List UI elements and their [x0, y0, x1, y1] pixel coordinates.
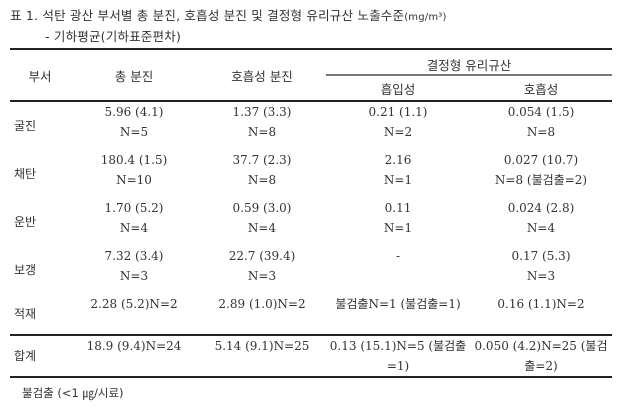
header-row-2: 흡입성 호흡성	[10, 75, 613, 102]
respirable-dust-cell: 22.7 (39.4) N=3	[228, 249, 296, 283]
respirable-dust-cell: 2.89 (1.0)N=2	[198, 294, 326, 336]
total-dust-cell: 18.9 (9.4)N=24	[70, 335, 198, 378]
header-silica-inhalable: 흡입성	[326, 75, 470, 102]
caption-title: 표 1. 석탄 광산 부서별 총 분진, 호흡성 분진 및 결정형 유리규산 노…	[10, 8, 447, 23]
respirable-dust-cell: 5.14 (9.1)N=25	[198, 335, 326, 378]
header-respirable-dust: 호흡성 분진	[198, 48, 326, 102]
silica-respirable-cell: 0.027 (10.7) N=8 (불검출=2)	[494, 153, 588, 187]
silica-inhalable-cell: 2.16 N=1	[383, 153, 413, 187]
total-dust-cell: 180.4 (1.5) N=10	[100, 153, 168, 187]
dept-cell-total: 합계	[10, 335, 70, 378]
total-dust-cell: 5.96 (4.1) N=5	[104, 105, 164, 139]
caption-subtitle: - 기하평균(기하표준편차)	[45, 29, 182, 44]
table-row: 보갱 7.32 (3.4) N=3 22.7 (39.4) N=3 - 0.17 (…	[10, 246, 612, 294]
header-silica-respirable: 호흡성	[470, 75, 613, 102]
silica-respirable-cell: 0.17 (5.3) N=3	[511, 249, 571, 283]
table-row: 적재 2.28 (5.2)N=2 2.89 (1.0)N=2 불검출N=1 (불…	[10, 294, 613, 336]
silica-inhalable-cell: -	[395, 249, 401, 263]
table-row: 운반 1.70 (5.2) N=4 0.59 (3.0) N=4 0.11 N=1 0…	[10, 198, 612, 246]
header-row-1: 부서 총 분진 호흡성 분진 결정형 유리규산	[10, 48, 613, 102]
total-dust-cell: 1.70 (5.2) N=4	[104, 201, 164, 235]
dept-cell: 운반	[14, 215, 37, 229]
dept-cell: 보갱	[14, 263, 37, 277]
header-dept: 부서	[10, 48, 70, 102]
total-dust-cell: 7.32 (3.4) N=3	[104, 249, 164, 283]
header-silica-group: 결정형 유리규산	[326, 48, 613, 76]
silica-respirable-cell: 0.024 (2.8) N=4	[507, 201, 575, 235]
silica-respirable-cell: 0.054 (1.5) N=8	[507, 105, 575, 139]
respirable-dust-cell: 1.37 (3.3) N=8	[232, 105, 292, 139]
respirable-dust-cell: 0.59 (3.0) N=4	[232, 201, 292, 235]
dept-cell: 적재	[10, 294, 70, 336]
total-row: 합계 18.9 (9.4)N=24 5.14 (9.1)N=25 0.13 (1…	[10, 335, 613, 378]
silica-inhalable-cell: 불검출N=1 (불검출=1)	[326, 294, 470, 336]
dept-cell: 채탄	[14, 167, 37, 181]
exposure-table: 부서 총 분진 호흡성 분진 결정형 유리규산 흡입성 호흡성 굴진 5.96 …	[10, 48, 613, 378]
silica-respirable-cell: 0.16 (1.1)N=2	[470, 294, 613, 336]
table-row: 굴진 5.96 (4.1) N=5 1.37 (3.3) N=8 0.21 (1.1…	[10, 101, 612, 150]
footnote: 불검출 (<1 ㎍/시료)	[22, 386, 124, 400]
table-caption: 표 1. 석탄 광산 부서별 총 분진, 호흡성 분진 및 결정형 유리규산 노…	[10, 6, 447, 46]
silica-inhalable-cell: 0.21 (1.1) N=2	[368, 105, 428, 139]
table-row: 채탄 180.4 (1.5) N=10 37.7 (2.3) N=8 2.16 N=1…	[10, 150, 612, 198]
dept-cell: 굴진	[14, 119, 37, 133]
total-dust-cell: 2.28 (5.2)N=2	[70, 294, 198, 336]
caption-unit: (mg/m³)	[404, 12, 447, 23]
silica-inhalable-cell: 0.11 N=1	[383, 201, 413, 235]
silica-respirable-cell: 0.050 (4.2)N=25 (불검출=2)	[470, 335, 613, 378]
respirable-dust-cell: 37.7 (2.3) N=8	[232, 153, 292, 187]
silica-inhalable-cell: 0.13 (15.1)N=5 (불검출=1)	[326, 335, 470, 378]
header-total-dust: 총 분진	[70, 48, 198, 102]
